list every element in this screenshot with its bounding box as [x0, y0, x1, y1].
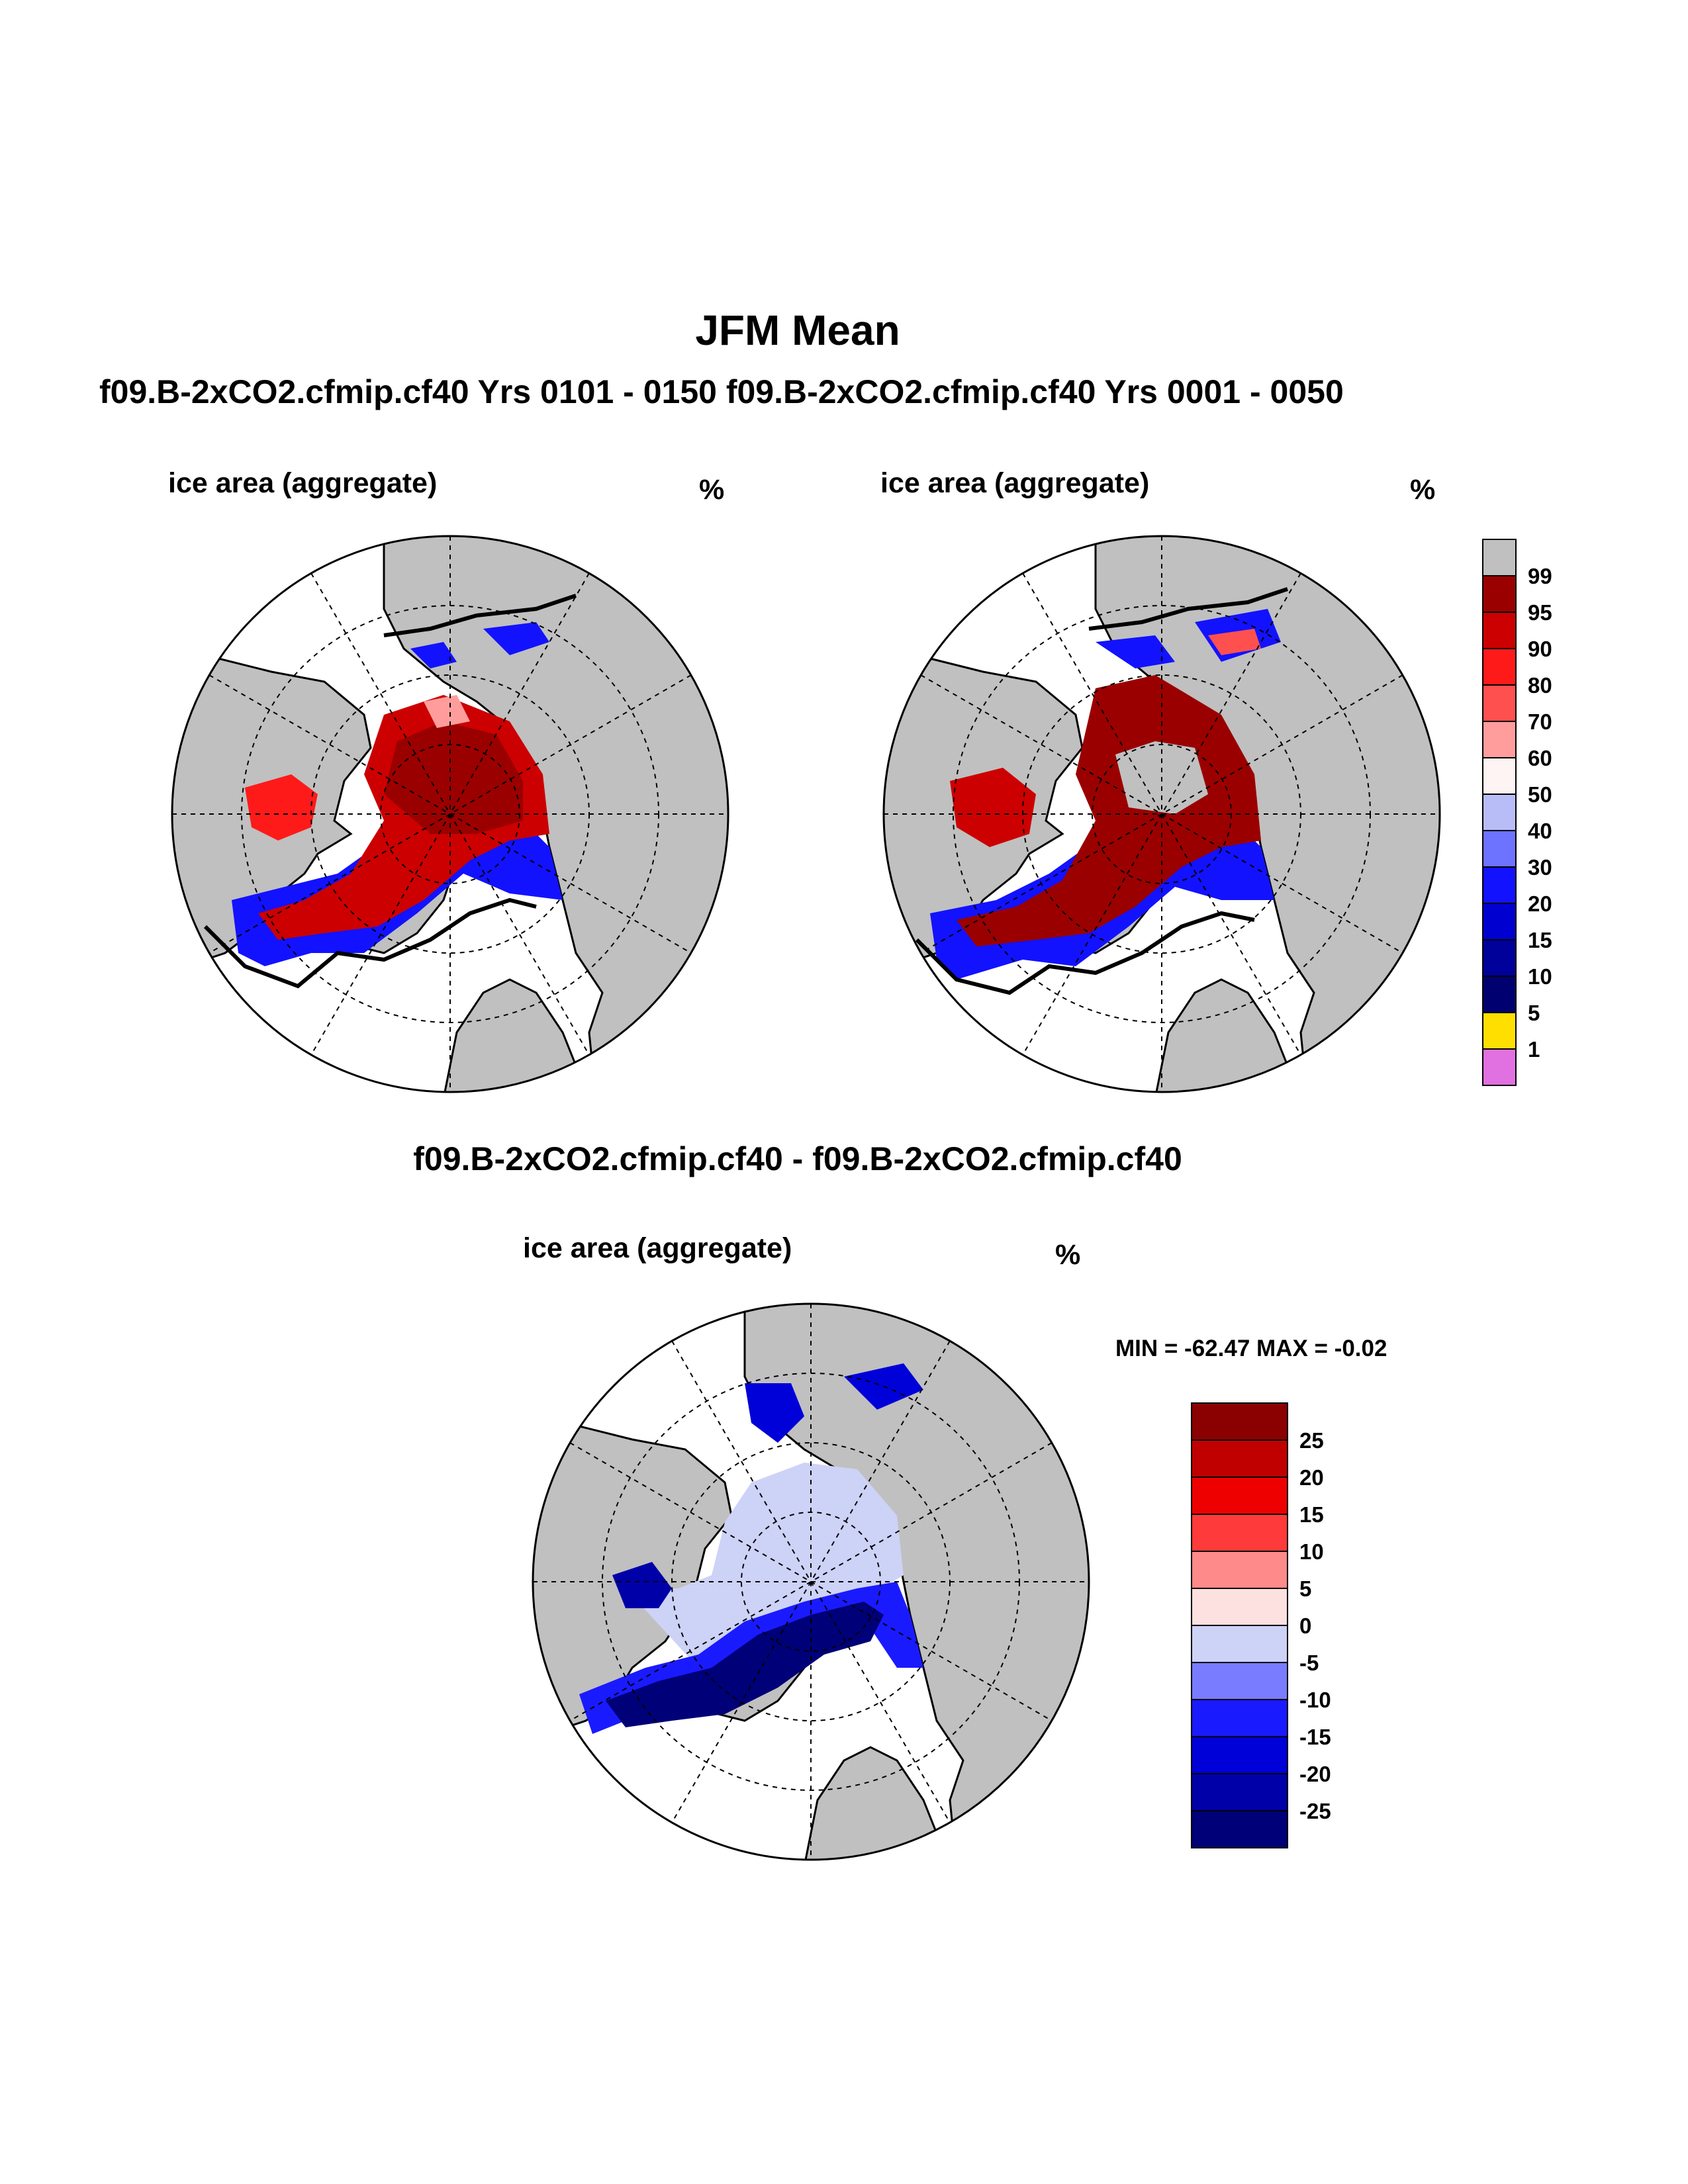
difference-polar-map	[532, 1302, 1090, 1861]
difference-colorbar: 25 20 15 10 5 0 -5 -10 -15 -20 -25	[1191, 1402, 1331, 1848]
colorbar-box	[1191, 1699, 1288, 1737]
colorbar-box	[1482, 575, 1517, 613]
bering-ice	[1096, 609, 1281, 668]
colorbar-box	[1191, 1773, 1288, 1811]
colorbar-label: 95	[1528, 600, 1552, 625]
colorbar-label: 80	[1528, 673, 1552, 698]
chukchi-diff	[745, 1363, 923, 1443]
map-border	[882, 535, 1441, 1093]
colorbar-box	[1482, 976, 1517, 1013]
colorbar-box	[1191, 1625, 1288, 1663]
colorbar-label: -15	[1299, 1725, 1331, 1749]
colorbar-box	[1191, 1810, 1288, 1848]
colorbar-label: -10	[1299, 1688, 1331, 1712]
colorbar-label: 0	[1299, 1614, 1311, 1638]
hudson-ice	[245, 774, 318, 841]
graticule	[884, 536, 1440, 1092]
diff-variable-label: ice area (aggregate)	[523, 1232, 792, 1264]
colorbar-label: 60	[1528, 746, 1552, 770]
sea-ice-pink	[424, 695, 470, 728]
diff-units-label: %	[1055, 1239, 1081, 1271]
colorbar-label: 10	[1528, 964, 1552, 989]
panel2-units-label: %	[1410, 474, 1436, 506]
colorbar-box	[1482, 539, 1517, 576]
graticule	[172, 536, 728, 1092]
colorbar-box	[1482, 903, 1517, 940]
case-subtitle: f09.B-2xCO2.cfmip.cf40 Yrs 0101 - 0150 f…	[99, 373, 1344, 410]
colorbar-box	[1482, 866, 1517, 904]
colorbar-label: 30	[1528, 855, 1552, 880]
colorbar-label: 25	[1299, 1428, 1324, 1453]
colorbar-box	[1191, 1402, 1288, 1441]
colorbar-box	[1482, 612, 1517, 649]
colorbar-label: 5	[1299, 1576, 1311, 1601]
colorbar-label: 90	[1528, 637, 1552, 661]
colorbar-label: 15	[1299, 1502, 1324, 1527]
colorbar-box	[1482, 1012, 1517, 1050]
ice-extent-contour	[915, 587, 1288, 995]
colorbar-box	[1482, 794, 1517, 831]
colorbar-box	[1191, 1439, 1288, 1478]
sea-ice-core-darkred	[957, 675, 1261, 946]
top-colorbar: 99 95 90 80 70 60 50 40 30 20 15 10 5 1	[1482, 539, 1552, 1086]
colorbar-box	[1191, 1662, 1288, 1700]
min-max-label: MIN = -62.47 MAX = -0.02	[1115, 1336, 1387, 1361]
difference-title: f09.B-2xCO2.cfmip.cf40 - f09.B-2xCO2.cfm…	[413, 1140, 1182, 1177]
colorbar-label: -5	[1299, 1651, 1319, 1675]
map-border	[532, 1302, 1090, 1861]
colorbar-box	[1191, 1588, 1288, 1626]
colorbar-box	[1191, 1551, 1288, 1589]
colorbar-box	[1482, 1048, 1517, 1086]
colorbar-box	[1482, 830, 1517, 868]
colorbar-label: 50	[1528, 782, 1552, 807]
map-border	[171, 535, 729, 1093]
colorbar-label: -20	[1299, 1762, 1331, 1786]
colorbar-label: 20	[1528, 891, 1552, 916]
panel1-polar-map	[171, 535, 729, 1093]
colorbar-label: 5	[1528, 1001, 1540, 1025]
ice-extent-contour	[203, 594, 577, 989]
graticule	[533, 1304, 1089, 1860]
colorbar-box	[1482, 684, 1517, 722]
colorbar-label: 40	[1528, 819, 1552, 843]
bering-ice	[410, 622, 549, 668]
arctic-diff-light	[626, 1463, 904, 1668]
colorbar-label: 70	[1528, 709, 1552, 734]
panel1-units-label: %	[699, 474, 725, 506]
panel2-polar-map	[882, 535, 1441, 1093]
colorbar-box	[1482, 939, 1517, 977]
colorbar-box	[1191, 1736, 1288, 1774]
colorbar-box	[1191, 1514, 1288, 1552]
colorbar-label: 99	[1528, 564, 1552, 588]
colorbar-box	[1482, 721, 1517, 758]
colorbar-label: -25	[1299, 1799, 1331, 1823]
colorbar-label: 15	[1528, 928, 1552, 952]
edge-diff-dark	[606, 1602, 884, 1727]
colorbar-box	[1482, 648, 1517, 686]
okhotsk-ice	[1208, 629, 1261, 655]
sea-ice-core-darkred	[384, 721, 523, 834]
colorbar-label: 20	[1299, 1465, 1324, 1490]
colorbar-box	[1191, 1477, 1288, 1515]
panel2-variable-label: ice area (aggregate)	[880, 467, 1150, 499]
hudson-ice	[950, 768, 1036, 847]
hudson-diff	[612, 1562, 672, 1608]
colorbar-label: 10	[1299, 1539, 1324, 1564]
colorbar-box	[1482, 757, 1517, 795]
panel1-variable-label: ice area (aggregate)	[168, 467, 438, 499]
page-title: JFM Mean	[695, 306, 900, 354]
colorbar-label: 1	[1528, 1037, 1540, 1062]
